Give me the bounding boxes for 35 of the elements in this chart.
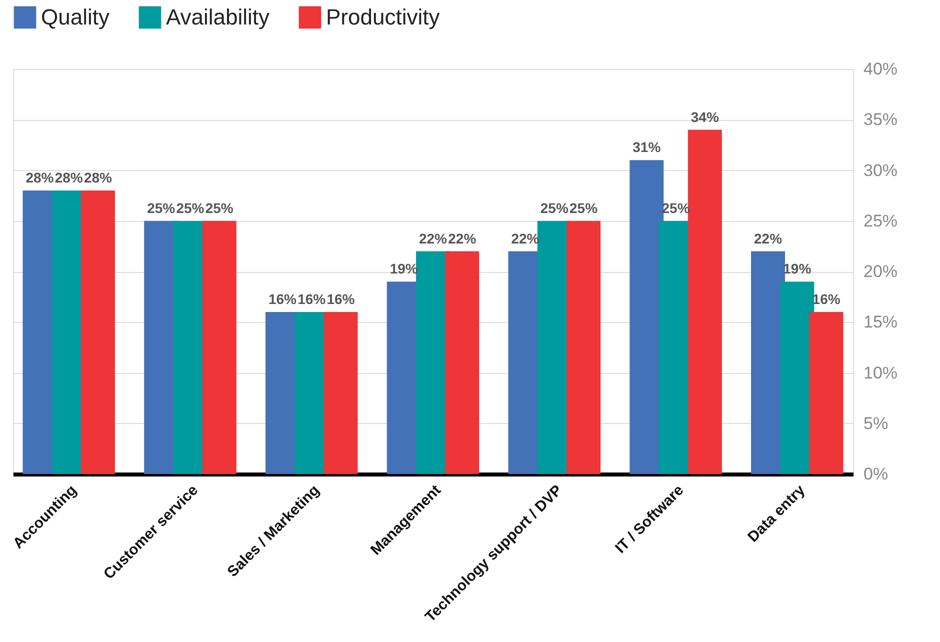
bar: [80, 190, 115, 474]
data-label: 16%: [326, 291, 356, 307]
data-label: 28%: [26, 170, 54, 186]
bar: [445, 251, 480, 474]
y-tick-label: 5%: [864, 414, 888, 433]
y-tick-label: 35%: [864, 110, 898, 130]
y-tick-label: 40%: [864, 60, 898, 78]
bar: [809, 312, 844, 474]
data-label: 25%: [540, 200, 569, 216]
bar: [688, 130, 722, 474]
y-tick-label: 20%: [864, 262, 898, 281]
data-label: 25%: [205, 200, 234, 216]
data-label: 34%: [690, 108, 720, 125]
data-label: 22%: [754, 230, 783, 246]
legend-label: Productivity: [326, 4, 440, 30]
data-label: 16%: [268, 291, 298, 307]
y-tick-label: 10%: [864, 363, 898, 382]
bar: [324, 312, 358, 474]
data-label: 28%: [84, 170, 113, 186]
legend-label: Availability: [166, 4, 270, 30]
y-tick-label: 0%: [864, 464, 888, 484]
data-label: 25%: [147, 200, 176, 216]
legend-label: Quality: [41, 4, 110, 30]
data-label: 22%: [418, 230, 448, 246]
data-label: 16%: [298, 291, 326, 307]
y-tick-label: 25%: [864, 211, 898, 230]
y-tick-label: 30%: [864, 160, 898, 180]
bar: [202, 220, 236, 474]
data-label: 31%: [632, 139, 662, 156]
data-label: 22%: [448, 230, 477, 246]
data-label: 25%: [570, 200, 598, 216]
y-tick-label: 15%: [864, 312, 898, 332]
data-label: 25%: [176, 200, 205, 216]
data-label: 28%: [54, 170, 84, 186]
bar: [566, 220, 601, 474]
